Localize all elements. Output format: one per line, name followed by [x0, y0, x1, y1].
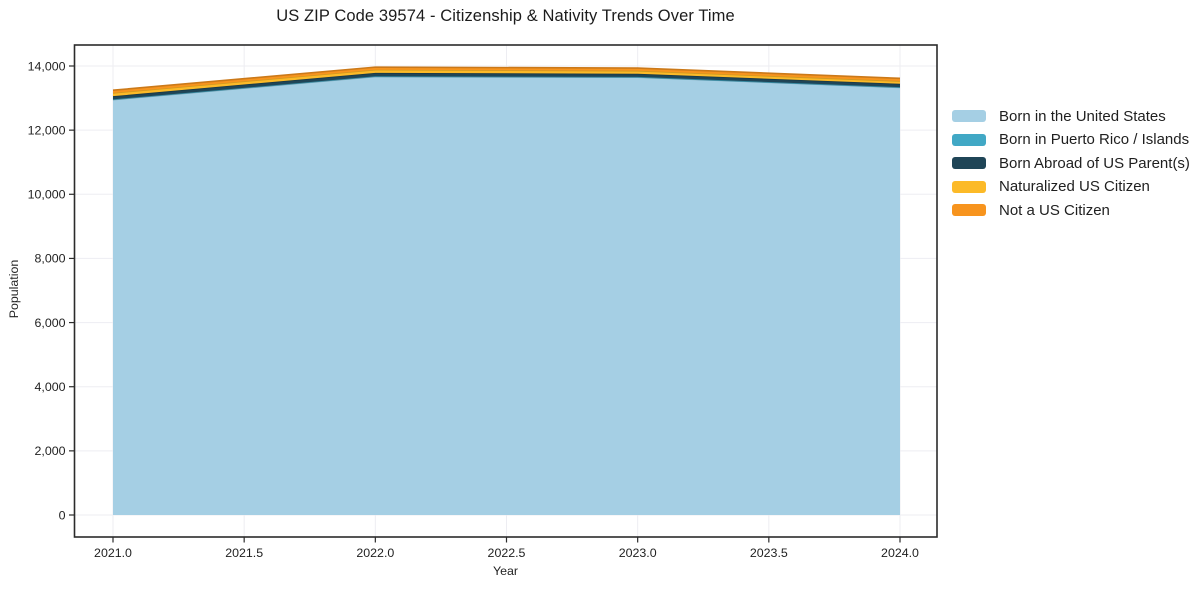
legend-item: Born in the United States [952, 107, 1189, 125]
y-axis-label: Population [7, 259, 21, 319]
chart-title: US ZIP Code 39574 - Citizenship & Nativi… [276, 7, 735, 25]
legend-item: Naturalized US Citizen [952, 178, 1189, 196]
y-tick-label: 0 [59, 508, 66, 522]
plot-border [73, 44, 938, 538]
legend-item: Born in Puerto Rico / Islands [952, 131, 1189, 149]
legend-swatch [952, 133, 986, 146]
y-tick-label: 2,000 [34, 444, 65, 458]
x-tick-label: 2022.0 [356, 546, 394, 560]
y-tick-label: 14,000 [28, 59, 66, 73]
x-tick-label: 2023.0 [619, 546, 657, 560]
x-tick-label: 2022.5 [488, 546, 526, 560]
x-tick-label: 2024.0 [881, 546, 919, 560]
y-tick-label: 6,000 [34, 316, 65, 330]
legend-item: Born Abroad of US Parent(s) [952, 154, 1189, 172]
legend-label: Not a US Citizen [999, 201, 1110, 219]
legend-label: Born in the United States [999, 107, 1166, 125]
legend-swatch [952, 157, 986, 169]
legend-swatch [952, 204, 986, 216]
area-band [113, 76, 900, 516]
y-tick-label: 4,000 [34, 380, 65, 394]
x-axis-label: Year [492, 564, 519, 578]
y-tick-label: 8,000 [34, 252, 65, 266]
legend-item: Not a US Citizen [952, 201, 1189, 219]
legend-swatch [952, 180, 986, 193]
x-tick-label: 2021.5 [225, 546, 263, 560]
y-tick-label: 12,000 [28, 123, 66, 137]
x-tick-label: 2021.0 [94, 546, 132, 560]
legend-label: Naturalized US Citizen [999, 178, 1150, 195]
legend-swatch [952, 110, 986, 122]
y-tick-label: 10,000 [28, 188, 66, 202]
x-tick-label: 2023.5 [750, 546, 788, 560]
area-edge [112, 66, 901, 92]
legend-label: Born in Puerto Rico / Islands [999, 131, 1189, 148]
legend-label: Born Abroad of US Parent(s) [999, 154, 1189, 172]
legend: Born in the United States Born in Puerto … [952, 107, 1189, 225]
